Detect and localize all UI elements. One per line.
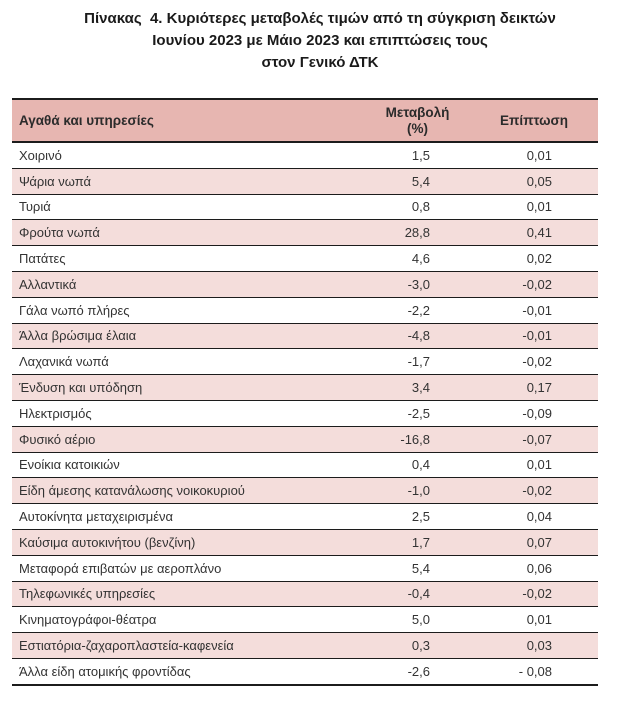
row-impact-cell: -0,01 — [470, 297, 598, 324]
table-row: Αλλαντικά -3,0 -0,02 — [12, 271, 598, 298]
row-impact-cell: -0,09 — [470, 400, 598, 427]
row-change-cell: -2,2 — [365, 297, 470, 324]
row-label-cell: Ηλεκτρισμός — [12, 400, 365, 427]
row-label-cell: Πατάτες — [12, 245, 365, 272]
row-impact-cell: 0,01 — [470, 452, 598, 479]
row-change-cell: 3,4 — [365, 374, 470, 401]
row-label-cell: Ψάρια νωπά — [12, 168, 365, 195]
row-impact-cell: 0,01 — [470, 606, 598, 634]
row-impact-cell: 0,05 — [470, 168, 598, 195]
row-change-cell: -0,4 — [365, 581, 470, 608]
table-row: Είδη άμεσης κατανάλωσης νοικοκυριού -1,0-… — [12, 477, 598, 505]
row-impact-cell: -0,02 — [470, 271, 598, 298]
price-changes-table: Αγαθά και υπηρεσίες Μεταβολή (%) Επίπτωσ… — [12, 98, 598, 686]
row-change-cell: 5,0 — [365, 606, 470, 634]
col-header-impact: Επίπτωση — [470, 98, 598, 143]
row-impact-cell: 0,02 — [470, 245, 598, 272]
table-row: Φρούτα νωπά 28,8 0,41 — [12, 219, 598, 247]
table-row: Γάλα νωπό πλήρες -2,2 -0,01 — [12, 297, 598, 324]
row-change-cell: -16,8 — [365, 426, 470, 453]
row-label-cell: Φρούτα νωπά — [12, 219, 365, 247]
row-impact-cell: -0,02 — [470, 477, 598, 505]
row-label-cell: Τυριά — [12, 194, 365, 221]
row-label-cell: Ένδυση και υπόδηση — [12, 374, 365, 401]
col-header-change-line2: (%) — [407, 120, 428, 136]
table-row: Τυριά 0,8 0,01 — [12, 194, 598, 221]
table-row: Ψάρια νωπά 5,4 0,05 — [12, 168, 598, 195]
table-row: Καύσιμα αυτοκινήτου (βενζίνη) 1,7 0,07 — [12, 529, 598, 556]
table-row: Ένδυση και υπόδηση 3,4 0,17 — [12, 374, 598, 401]
table-title: Πίνακας 4. Κυριότερες μεταβολές τιμών απ… — [0, 0, 640, 74]
header-row: Αγαθά και υπηρεσίες Μεταβολή (%) Επίπτωσ… — [12, 98, 598, 143]
table-row: Άλλα βρώσιμα έλαια -4,8 -0,01 — [12, 323, 598, 350]
row-impact-cell: -0,01 — [470, 323, 598, 350]
row-impact-cell: 0,06 — [470, 555, 598, 582]
table-row: Αυτοκίνητα μεταχειρισμένα 2,5 0,04 — [12, 503, 598, 530]
row-impact-cell: - 0,08 — [470, 658, 598, 686]
row-label-cell: Άλλα είδη ατομικής φροντίδας — [12, 658, 365, 686]
row-label-cell: Ενοίκια κατοικιών — [12, 452, 365, 479]
row-label-cell: Αλλαντικά — [12, 271, 365, 298]
row-impact-cell: -0,07 — [470, 426, 598, 453]
table-row: Μεταφορά επιβατών με αεροπλάνο 5,4 0,06 — [12, 555, 598, 582]
row-change-cell: -4,8 — [365, 323, 470, 350]
table-row: Άλλα είδη ατομικής φροντίδας -2,6- 0,08 — [12, 658, 598, 686]
row-label-cell: Τηλεφωνικές υπηρεσίες — [12, 581, 365, 608]
row-change-cell: -3,0 — [365, 271, 470, 298]
row-change-cell: 0,8 — [365, 194, 470, 221]
table-row: Φυσικό αέριο -16,8 -0,07 — [12, 426, 598, 453]
row-change-cell: 28,8 — [365, 219, 470, 247]
row-change-cell: -1,0 — [365, 477, 470, 505]
title-line-1: Πίνακας 4. Κυριότερες μεταβολές τιμών απ… — [84, 10, 556, 27]
row-change-cell: -1,7 — [365, 348, 470, 376]
table-row: Ενοίκια κατοικιών 0,4 0,01 — [12, 452, 598, 479]
row-label-cell: Καύσιμα αυτοκινήτου (βενζίνη) — [12, 529, 365, 556]
row-impact-cell: 0,17 — [470, 374, 598, 401]
row-change-cell: 5,4 — [365, 555, 470, 582]
row-impact-cell: 0,04 — [470, 503, 598, 530]
row-label-cell: Φυσικό αέριο — [12, 426, 365, 453]
col-header-goods-services: Αγαθά και υπηρεσίες — [12, 98, 365, 143]
row-change-cell: 1,5 — [365, 142, 470, 169]
row-label-cell: Άλλα βρώσιμα έλαια — [12, 323, 365, 350]
table-body: Χοιρινό 1,5 0,01 Ψάρια νωπά 5,4 0,05 Τυριά 0,8 0… — [12, 142, 598, 686]
table-row: Πατάτες 4,6 0,02 — [12, 245, 598, 272]
row-change-cell: 0,3 — [365, 632, 470, 659]
table-row: Τηλεφωνικές υπηρεσίες -0,4 -0,02 — [12, 581, 598, 608]
row-label-cell: Γάλα νωπό πλήρες — [12, 297, 365, 324]
row-change-cell: 1,7 — [365, 529, 470, 556]
table-row: Χοιρινό 1,5 0,01 — [12, 142, 598, 169]
table-row: Κινηματογράφοι-θέατρα 5,0 0,01 — [12, 606, 598, 634]
row-impact-cell: -0,02 — [470, 348, 598, 376]
row-impact-cell: -0,02 — [470, 581, 598, 608]
row-change-cell: 5,4 — [365, 168, 470, 195]
table-row: Λαχανικά νωπά -1,7 -0,02 — [12, 348, 598, 376]
row-label-cell: Εστιατόρια-ζαχαροπλαστεία-καφενεία — [12, 632, 365, 659]
row-change-cell: -2,6 — [365, 658, 470, 686]
table-row: Εστιατόρια-ζαχαροπλαστεία-καφενεία 0,3 0,0… — [12, 632, 598, 659]
row-impact-cell: 0,01 — [470, 142, 598, 169]
row-label-cell: Αυτοκίνητα μεταχειρισμένα — [12, 503, 365, 530]
row-impact-cell: 0,03 — [470, 632, 598, 659]
row-change-cell: -2,5 — [365, 400, 470, 427]
row-change-cell: 4,6 — [365, 245, 470, 272]
row-impact-cell: 0,07 — [470, 529, 598, 556]
row-impact-cell: 0,01 — [470, 194, 598, 221]
col-header-change-percent: Μεταβολή (%) — [365, 98, 470, 143]
row-label-cell: Κινηματογράφοι-θέατρα — [12, 606, 365, 634]
row-label-cell: Λαχανικά νωπά — [12, 348, 365, 376]
title-line-3: στον Γενικό ΔΤΚ — [261, 54, 379, 71]
row-label-cell: Είδη άμεσης κατανάλωσης νοικοκυριού — [12, 477, 365, 505]
title-line-2: Ιουνίου 2023 με Μάιο 2023 και επιπτώσεις… — [152, 32, 488, 49]
row-change-cell: 0,4 — [365, 452, 470, 479]
row-impact-cell: 0,41 — [470, 219, 598, 247]
row-label-cell: Χοιρινό — [12, 142, 365, 169]
table-row: Ηλεκτρισμός -2,5 -0,09 — [12, 400, 598, 427]
row-label-cell: Μεταφορά επιβατών με αεροπλάνο — [12, 555, 365, 582]
row-change-cell: 2,5 — [365, 503, 470, 530]
col-header-change-line1: Μεταβολή — [385, 104, 450, 120]
